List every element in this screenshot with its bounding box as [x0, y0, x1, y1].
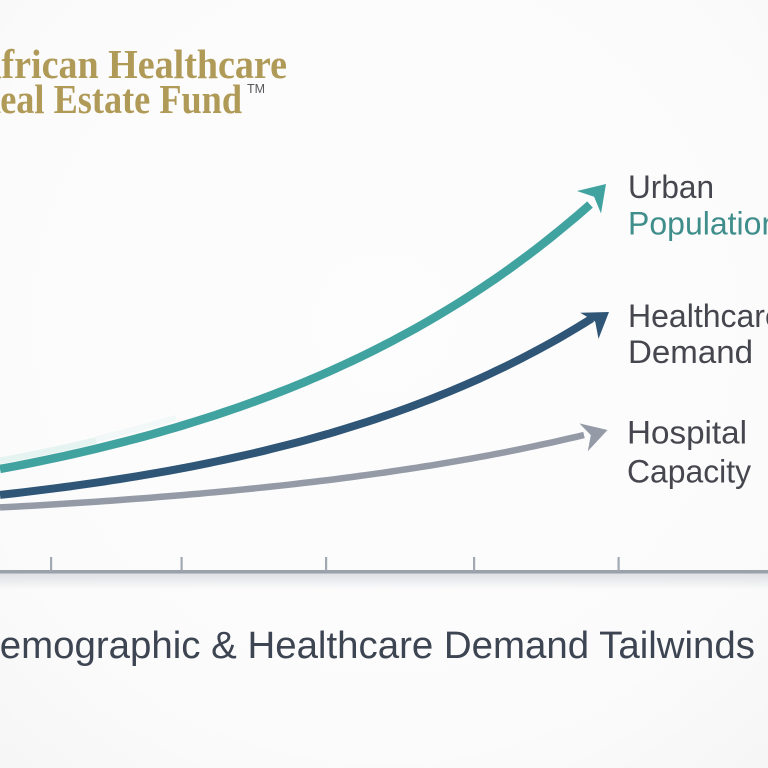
svg-text:Demographic & Healthcare Deman: Demographic & Healthcare Demand Tailwind… [0, 625, 755, 667]
svg-text:Capacity: Capacity [627, 454, 751, 490]
svg-text:African Healthcare: African Healthcare [0, 41, 287, 87]
svg-text:Real Estate Fund: Real Estate Fund [0, 76, 242, 122]
svg-text:Urban: Urban [628, 169, 714, 205]
svg-text:Hospital: Hospital [627, 415, 747, 451]
svg-text:Population: Population [628, 206, 768, 242]
svg-text:Demand: Demand [628, 334, 753, 370]
svg-text:Healthcare: Healthcare [628, 298, 768, 334]
svg-text:TM: TM [247, 82, 265, 96]
